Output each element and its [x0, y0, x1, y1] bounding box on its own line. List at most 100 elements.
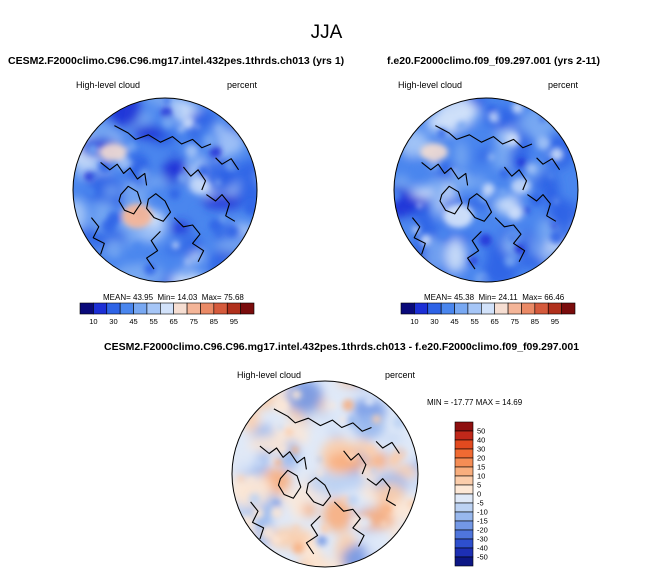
map-field-patch	[183, 117, 194, 129]
colorbar-swatch	[481, 302, 495, 315]
colorbar-swatch	[507, 302, 522, 315]
colorbar-tick-label: 55	[470, 317, 478, 326]
colorbar-swatch	[133, 302, 148, 315]
map-field-patch	[177, 172, 189, 184]
map-field-patch	[481, 276, 488, 282]
panel-2-title: f.e20.F2000climo.f09_f09.297.001 (yrs 2-…	[387, 55, 601, 67]
min-label: Min=	[157, 293, 176, 302]
colorbar-swatch	[160, 302, 174, 315]
map-field-patch	[384, 439, 418, 457]
colorbar-swatch	[173, 302, 188, 315]
map-field-patch	[398, 448, 404, 454]
map-field-patch	[508, 206, 523, 220]
colorbars-layer: 10 30 45 55 65 75 85 95 10 30 45 55 65 75 85 9550403020…	[79, 302, 576, 567]
map-field-patch	[216, 232, 221, 238]
map-field-patch	[420, 234, 432, 246]
map-field-patch	[327, 473, 368, 491]
map-field-patch	[277, 425, 283, 431]
panel-2-variable-label: High-level cloud	[398, 80, 463, 90]
map-field-patch	[293, 525, 300, 532]
map-field-patch	[216, 125, 222, 131]
map-field-patch	[132, 242, 142, 253]
map-field-patch	[183, 268, 190, 275]
coastline	[467, 231, 482, 270]
colorbar-swatch	[467, 302, 482, 315]
map-field-patch	[546, 187, 555, 196]
colorbar-swatch	[119, 302, 134, 315]
map-field-patch	[286, 381, 323, 413]
coastline	[494, 217, 526, 263]
map-field-patch	[381, 521, 387, 527]
colorbar-swatch	[454, 493, 474, 504]
map-field-patch	[302, 502, 316, 518]
colorbar-swatch	[106, 302, 121, 315]
map-field-patch	[195, 124, 200, 129]
colorbar-swatch	[454, 502, 474, 513]
colorbar-swatch	[454, 448, 474, 459]
coastline	[215, 157, 240, 171]
map-field-patch	[445, 238, 466, 273]
map-field-patch	[443, 204, 473, 228]
map-field-patch	[247, 476, 256, 485]
colorbar-swatch	[440, 302, 455, 315]
map-field-patch	[291, 389, 302, 400]
colorbar-tick-label: 40	[477, 436, 485, 445]
map-field-patch	[185, 144, 199, 158]
panel-3-variable-label: High-level cloud	[237, 370, 302, 380]
map-field-patch	[438, 228, 449, 240]
map-field-detail	[394, 102, 564, 282]
coastlines	[411, 125, 561, 270]
colorbar-swatch	[494, 302, 509, 315]
map-field-patch	[479, 233, 492, 247]
coastline	[305, 477, 332, 507]
map-field-patch	[536, 136, 551, 151]
map-field-patch	[144, 98, 167, 106]
map-field-patch	[412, 226, 420, 234]
colorbar-swatch	[186, 302, 201, 315]
map-field-patch	[532, 125, 545, 137]
map-field-patch	[172, 241, 180, 249]
coastline	[100, 161, 148, 186]
map-field-patch	[366, 445, 376, 455]
map-field-patch	[316, 469, 324, 477]
colorbar-swatch	[454, 556, 474, 567]
colorbar-swatch	[454, 511, 474, 522]
map-field-detail	[237, 389, 416, 554]
colorbar-tick-label: 0	[477, 490, 481, 499]
colorbar-tick-label: 85	[531, 317, 539, 326]
map-field-patch	[329, 402, 336, 409]
map-field-patch	[260, 525, 275, 540]
map-field-patch	[270, 506, 283, 519]
map-field-patch	[504, 255, 516, 267]
map-field-patch	[499, 120, 505, 126]
map-field-patch	[123, 262, 165, 282]
colorbar-swatch	[454, 520, 474, 531]
coastlines	[250, 408, 400, 555]
colorbar-tick-label: 10	[410, 317, 418, 326]
coastline	[118, 185, 142, 215]
panel-3-minmax: MIN = -17.77 MAX = 14.69	[427, 398, 523, 407]
colorbar-swatch	[561, 302, 576, 315]
colorbar-tick-label: 75	[511, 317, 519, 326]
map-field-patch	[144, 262, 157, 276]
map-field-patch	[188, 110, 218, 127]
colorbar-swatch	[414, 302, 429, 315]
colorbar-tick-label: 85	[210, 317, 218, 326]
max-value: 75.68	[223, 293, 244, 302]
map-field-patch	[526, 163, 537, 175]
max-label: Max=	[201, 293, 222, 302]
colorbar-swatch	[200, 302, 215, 315]
season-title: JJA	[310, 22, 343, 43]
map-field-patch	[488, 153, 495, 161]
map-field-patch	[203, 134, 217, 148]
map-field-patch	[219, 215, 227, 223]
colorbar-swatch	[400, 302, 415, 315]
colorbar-panel-1: 10 30 45 55 65 75 85 95	[79, 302, 255, 326]
map-field-patch	[133, 125, 165, 140]
map-field-patch	[190, 178, 210, 194]
map-field-patch	[274, 458, 282, 467]
colorbar-swatch	[93, 302, 108, 315]
colorbar-tick-label: -15	[477, 517, 488, 526]
min-value: 24.11	[498, 293, 518, 302]
